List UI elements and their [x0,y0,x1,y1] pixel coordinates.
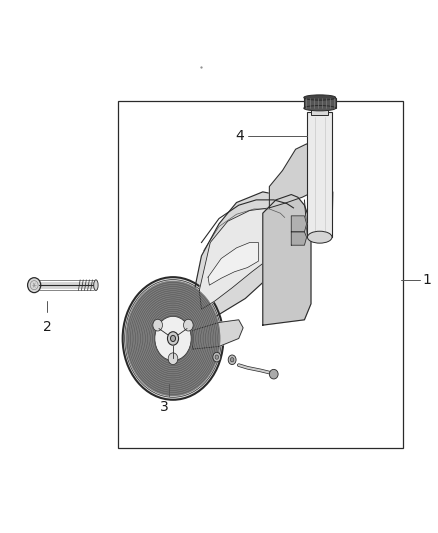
Ellipse shape [123,277,223,400]
Text: 3: 3 [160,400,169,414]
Ellipse shape [168,353,178,365]
Bar [304,98,336,108]
Ellipse shape [228,355,236,365]
Polygon shape [269,144,315,208]
Polygon shape [184,192,302,325]
Bar [118,101,403,448]
Polygon shape [263,195,311,325]
Ellipse shape [153,319,162,331]
Ellipse shape [126,281,220,396]
Ellipse shape [125,280,221,397]
Ellipse shape [155,317,191,360]
Polygon shape [208,243,258,285]
Ellipse shape [269,369,278,379]
Polygon shape [291,216,307,232]
Polygon shape [291,232,307,245]
Ellipse shape [94,280,98,290]
Ellipse shape [304,106,336,111]
Text: 1: 1 [423,273,431,287]
Polygon shape [193,320,243,349]
Ellipse shape [184,319,193,331]
Polygon shape [199,208,283,309]
Ellipse shape [167,332,179,345]
Bar [307,112,332,237]
Bar [311,103,328,115]
Ellipse shape [304,95,336,100]
Text: 2: 2 [43,320,52,334]
Ellipse shape [215,355,219,359]
Ellipse shape [213,352,221,362]
Ellipse shape [170,335,176,342]
Ellipse shape [307,231,332,243]
Ellipse shape [230,358,234,362]
Text: 4: 4 [236,129,244,143]
Ellipse shape [28,278,41,293]
